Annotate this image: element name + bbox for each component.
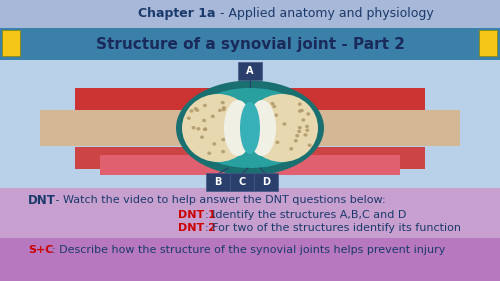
Ellipse shape (270, 116, 274, 120)
Ellipse shape (220, 101, 224, 104)
Text: DNT: DNT (28, 194, 56, 207)
Ellipse shape (294, 139, 298, 142)
Ellipse shape (212, 142, 216, 146)
Ellipse shape (176, 80, 324, 176)
Ellipse shape (304, 133, 308, 137)
Ellipse shape (298, 109, 302, 113)
Ellipse shape (264, 103, 268, 106)
FancyBboxPatch shape (479, 30, 497, 56)
Ellipse shape (190, 109, 194, 113)
Text: - Watch the video to help answer the DNT questions below:: - Watch the video to help answer the DNT… (52, 195, 386, 205)
Ellipse shape (258, 138, 262, 142)
Ellipse shape (276, 140, 280, 144)
Ellipse shape (274, 114, 278, 117)
Ellipse shape (268, 107, 272, 111)
Ellipse shape (298, 126, 302, 130)
Ellipse shape (221, 150, 225, 153)
Ellipse shape (246, 94, 318, 162)
FancyBboxPatch shape (2, 30, 20, 56)
Text: DNT 1: DNT 1 (178, 210, 216, 220)
Ellipse shape (218, 108, 222, 112)
Text: Chapter 1a: Chapter 1a (138, 8, 215, 21)
Ellipse shape (230, 132, 234, 135)
Ellipse shape (203, 104, 207, 107)
FancyBboxPatch shape (206, 173, 230, 191)
Text: : For two of the structures identify its function: : For two of the structures identify its… (205, 223, 461, 233)
FancyBboxPatch shape (254, 173, 278, 191)
Ellipse shape (184, 88, 316, 168)
Text: : Describe how the structure of the synovial joints helps prevent injury: : Describe how the structure of the syno… (52, 245, 446, 255)
FancyBboxPatch shape (312, 110, 460, 146)
Ellipse shape (182, 94, 254, 162)
Ellipse shape (248, 100, 276, 156)
Ellipse shape (268, 129, 272, 132)
Ellipse shape (236, 110, 240, 114)
Ellipse shape (222, 138, 226, 141)
FancyBboxPatch shape (40, 110, 188, 146)
Ellipse shape (252, 134, 256, 137)
Ellipse shape (305, 125, 309, 128)
Text: : Identify the structures A,B,C and D: : Identify the structures A,B,C and D (205, 210, 406, 220)
FancyBboxPatch shape (100, 155, 400, 175)
Ellipse shape (204, 127, 208, 131)
Text: S+C: S+C (28, 245, 54, 255)
Ellipse shape (300, 109, 304, 112)
FancyBboxPatch shape (0, 238, 500, 281)
FancyBboxPatch shape (75, 147, 425, 169)
FancyBboxPatch shape (0, 188, 500, 238)
Ellipse shape (298, 102, 302, 106)
Ellipse shape (270, 102, 274, 105)
Ellipse shape (297, 130, 301, 133)
Ellipse shape (306, 128, 310, 132)
FancyBboxPatch shape (0, 28, 500, 60)
Ellipse shape (224, 100, 252, 156)
Ellipse shape (196, 108, 200, 112)
Text: D: D (262, 177, 270, 187)
Ellipse shape (203, 128, 207, 131)
Text: - Applied anatomy and physiology: - Applied anatomy and physiology (216, 8, 434, 21)
Ellipse shape (306, 112, 310, 116)
Ellipse shape (187, 116, 191, 120)
Ellipse shape (240, 102, 260, 154)
Ellipse shape (295, 134, 299, 137)
Ellipse shape (196, 127, 200, 131)
Text: B: B (214, 177, 222, 187)
Ellipse shape (200, 135, 204, 139)
Text: DNT 2: DNT 2 (178, 223, 216, 233)
FancyBboxPatch shape (230, 173, 254, 191)
Ellipse shape (192, 126, 196, 130)
Text: Structure of a synovial joint - Part 2: Structure of a synovial joint - Part 2 (96, 37, 405, 51)
FancyBboxPatch shape (0, 0, 500, 28)
Ellipse shape (226, 123, 230, 126)
Ellipse shape (258, 143, 262, 147)
Ellipse shape (308, 144, 312, 147)
Ellipse shape (302, 118, 306, 122)
Ellipse shape (244, 142, 248, 145)
Ellipse shape (202, 119, 206, 122)
Ellipse shape (282, 122, 286, 126)
Ellipse shape (222, 108, 226, 111)
FancyBboxPatch shape (238, 62, 262, 80)
Ellipse shape (207, 151, 211, 155)
Text: C: C (238, 177, 246, 187)
Ellipse shape (194, 107, 198, 110)
Ellipse shape (270, 127, 274, 130)
Ellipse shape (222, 106, 226, 110)
Ellipse shape (290, 147, 294, 151)
Ellipse shape (272, 105, 276, 108)
Text: A: A (246, 66, 254, 76)
Ellipse shape (211, 115, 215, 118)
FancyBboxPatch shape (75, 88, 425, 110)
